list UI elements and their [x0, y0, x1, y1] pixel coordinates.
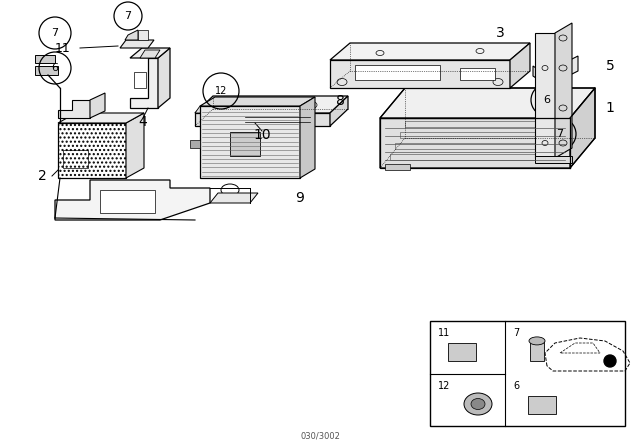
Text: 10: 10	[253, 128, 271, 142]
Bar	[530, 341, 544, 361]
Bar	[390, 154, 550, 160]
Bar	[405, 121, 550, 127]
Polygon shape	[35, 55, 55, 63]
Polygon shape	[330, 43, 530, 60]
Polygon shape	[548, 56, 578, 86]
Polygon shape	[200, 97, 315, 106]
Text: 6: 6	[543, 95, 550, 105]
Polygon shape	[140, 50, 160, 58]
Polygon shape	[130, 48, 170, 58]
Polygon shape	[210, 193, 258, 203]
Text: 12: 12	[215, 86, 227, 96]
Text: 6: 6	[51, 63, 58, 73]
Polygon shape	[355, 65, 440, 80]
Polygon shape	[100, 190, 155, 213]
Polygon shape	[533, 66, 548, 86]
Bar	[430, 321, 625, 426]
Text: 030/3002: 030/3002	[300, 431, 340, 440]
Text: 11: 11	[55, 42, 71, 55]
Bar	[58, 123, 126, 178]
Polygon shape	[535, 156, 572, 163]
Polygon shape	[555, 23, 572, 158]
Text: 7: 7	[513, 328, 519, 338]
Bar	[63, 150, 88, 168]
Circle shape	[604, 355, 616, 367]
Polygon shape	[90, 93, 105, 118]
Bar	[200, 106, 300, 178]
Polygon shape	[58, 113, 144, 123]
Polygon shape	[138, 30, 148, 40]
Bar	[448, 343, 476, 361]
Text: 7: 7	[556, 129, 564, 139]
Polygon shape	[190, 140, 200, 148]
Polygon shape	[126, 113, 144, 178]
Text: 12: 12	[438, 381, 451, 391]
Polygon shape	[330, 96, 348, 126]
Text: 7: 7	[124, 11, 132, 21]
Polygon shape	[385, 164, 410, 170]
Bar	[230, 132, 260, 156]
Polygon shape	[158, 48, 170, 108]
Polygon shape	[300, 97, 315, 178]
Text: 9: 9	[296, 191, 305, 205]
Polygon shape	[570, 88, 595, 168]
Text: 2: 2	[38, 169, 46, 183]
Polygon shape	[55, 180, 210, 220]
Bar	[400, 132, 550, 138]
Ellipse shape	[471, 399, 485, 409]
Text: 7: 7	[51, 28, 59, 38]
Text: 4: 4	[139, 115, 147, 129]
Bar	[395, 143, 550, 149]
Polygon shape	[510, 43, 530, 88]
Polygon shape	[380, 88, 595, 118]
Bar	[528, 396, 556, 414]
Polygon shape	[35, 66, 58, 75]
Ellipse shape	[464, 393, 492, 415]
Polygon shape	[535, 33, 555, 158]
Polygon shape	[330, 60, 510, 88]
Polygon shape	[130, 58, 158, 108]
Text: 6: 6	[513, 381, 519, 391]
Polygon shape	[195, 96, 348, 113]
Text: 1: 1	[605, 101, 614, 115]
Polygon shape	[125, 30, 138, 40]
Polygon shape	[120, 40, 154, 48]
Text: 11: 11	[438, 328, 451, 338]
Polygon shape	[460, 68, 495, 80]
Text: 5: 5	[605, 59, 614, 73]
Ellipse shape	[529, 337, 545, 345]
Bar	[134, 72, 146, 88]
Text: 3: 3	[495, 26, 504, 40]
Text: 8: 8	[335, 94, 344, 108]
Polygon shape	[380, 118, 570, 168]
Polygon shape	[195, 113, 330, 126]
Polygon shape	[58, 100, 90, 118]
Polygon shape	[195, 106, 215, 113]
